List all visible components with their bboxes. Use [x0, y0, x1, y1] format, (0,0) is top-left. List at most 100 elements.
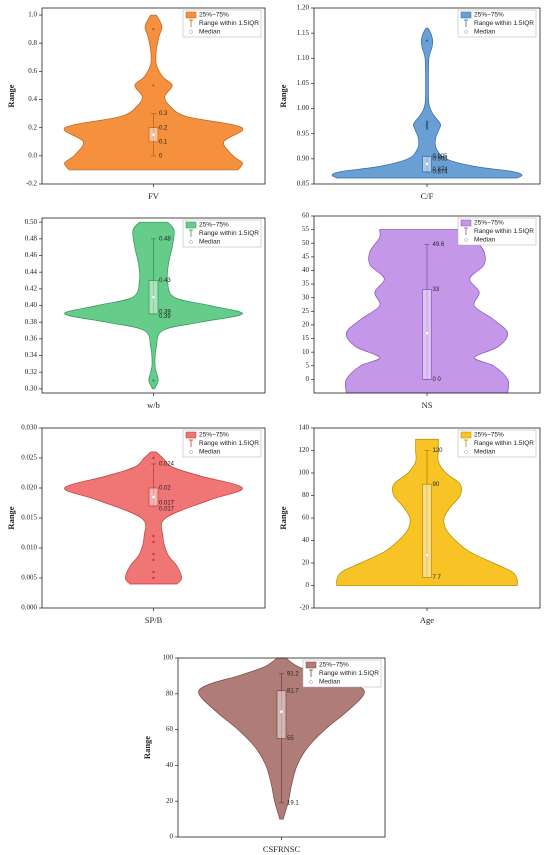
legend-patch	[185, 221, 197, 229]
legend-median	[189, 30, 193, 34]
y-tick-label: 0.020	[21, 484, 37, 492]
y-tick-label: 20	[166, 797, 174, 805]
iqr-box	[422, 483, 432, 578]
y-tick-label: 60	[166, 725, 174, 733]
box-label: 0	[159, 153, 163, 159]
y-tick-label: 0	[306, 581, 310, 589]
y-tick-label: 0.8	[28, 39, 37, 47]
outlier	[152, 84, 155, 87]
x-label: FV	[148, 191, 160, 201]
y-tick-label: 60	[302, 212, 310, 220]
y-tick-label: 0.85	[297, 180, 310, 188]
y-tick-label: 0.6	[28, 67, 37, 75]
outlier	[152, 456, 155, 460]
y-label: Range	[142, 736, 152, 759]
box-label: 0.017	[159, 501, 175, 507]
y-tick-label: 50	[302, 239, 310, 247]
box-label: 90	[433, 482, 440, 488]
x-label: CSFRNSC	[263, 844, 301, 854]
y-tick-label: 15	[302, 334, 310, 342]
median	[425, 162, 429, 166]
panel: -0.2 0.0 0.2 0.4 0.6 0.8 1.0 FV Range 0.3 0.2 0.1 0 2…	[6, 7, 266, 201]
median	[425, 331, 429, 335]
y-tick-label: 0.44	[25, 268, 38, 276]
legend-label: Median	[199, 239, 221, 246]
box-label: 0.2	[159, 125, 168, 131]
legend-label: Median	[319, 679, 341, 686]
legend-patch	[460, 219, 472, 227]
panel: 0.30 0.32 0.34 0.36 0.38 0.40 0.42 0.44 0.46 0.48…	[25, 217, 266, 410]
y-tick-label: 0.32	[25, 368, 38, 376]
x-label: SP/B	[145, 615, 163, 625]
y-tick-label: 40	[166, 761, 174, 769]
panel: 0 20 40 60 80 100 CSFRNSC Range 91.2 81.7 55 19.1 25…	[142, 654, 386, 854]
legend-median	[189, 450, 193, 454]
y-tick-label: 0.36	[25, 334, 38, 342]
outlier	[152, 558, 155, 562]
legend-patch	[460, 431, 472, 439]
violin	[331, 27, 523, 179]
box-label: 0.874	[433, 170, 449, 176]
panel: 0 5 10 15 20 25 30 35 40 45 50 55 60 NS 49.6 33 0 0 25%~7…	[302, 212, 541, 410]
y-tick-label: 1.15	[297, 29, 310, 37]
outlier	[425, 120, 429, 123]
y-tick-label: 0.38	[25, 318, 38, 326]
box-label: 0 0	[433, 377, 442, 383]
y-tick-label: 0.010	[21, 544, 37, 552]
box-label: 0.024	[159, 462, 175, 468]
y-label: Range	[6, 506, 16, 529]
box-label: 0.43	[159, 278, 171, 284]
panel: -20 0 20 40 60 80 100 120 140 Age Range 120 90 7 7 25%…	[278, 424, 541, 625]
legend-patch	[185, 11, 197, 19]
y-tick-label: 0.34	[25, 351, 38, 359]
outlier	[425, 39, 429, 42]
y-tick-label: 0.42	[25, 284, 38, 292]
legend-label: Range within 1.5IQR	[199, 230, 259, 237]
legend-label: Median	[474, 237, 496, 244]
panel: 0.000 0.005 0.010 0.015 0.020 0.025 0.030 SP/B R…	[6, 424, 266, 625]
y-tick-label: 0.46	[25, 251, 38, 259]
legend-label: Range within 1.5IQR	[474, 228, 534, 235]
box-label: 81.7	[287, 688, 299, 694]
legend-label: Median	[474, 449, 496, 456]
y-tick-label: 35	[302, 280, 310, 288]
legend-label: Range within 1.5IQR	[199, 440, 259, 447]
y-tick-label: 45	[302, 252, 310, 260]
y-tick-label: 120	[299, 446, 310, 454]
box-label: 0.1	[159, 139, 168, 145]
y-tick-label: 0.30	[25, 384, 38, 392]
median	[151, 495, 156, 499]
y-tick-label: 0.90	[297, 154, 310, 162]
outlier	[152, 379, 155, 382]
box-label: 0.017	[159, 507, 175, 513]
box-label: 0.3	[159, 111, 168, 117]
outlier	[152, 534, 155, 538]
legend-label: 25%~75%	[199, 222, 229, 229]
outlier	[152, 570, 155, 574]
y-tick-label: 80	[302, 491, 310, 499]
y-label: Range	[6, 84, 16, 107]
legend-median	[309, 680, 313, 684]
legend-label: Range within 1.5IQR	[319, 670, 379, 677]
y-tick-label: 20	[302, 559, 310, 567]
y-tick-label: 30	[302, 293, 310, 301]
legend-label: 25%~75%	[199, 432, 229, 439]
legend-median	[464, 238, 468, 242]
y-tick-label: 1.00	[297, 104, 310, 112]
y-tick-label: 5	[306, 361, 310, 369]
y-tick-label: 60	[302, 514, 310, 522]
box-label: 0.905	[433, 154, 449, 160]
outlier	[152, 540, 155, 544]
y-tick-label: 0.025	[21, 454, 37, 462]
y-tick-label: 0.50	[25, 218, 38, 226]
box-label: 49.6	[433, 242, 445, 248]
y-label: Range	[278, 84, 288, 107]
x-label: Age	[420, 615, 434, 625]
legend-label: Median	[199, 29, 221, 36]
box-label: 0.02	[159, 486, 171, 492]
y-tick-label: 0.40	[25, 301, 38, 309]
panel: 0.85 0.90 0.95 1.00 1.05 1.10 1.15 1.20 C/F Range…	[278, 4, 541, 201]
box-label: 0.39	[159, 310, 171, 316]
x-label: NS	[422, 400, 433, 410]
y-tick-label: 80	[166, 689, 174, 697]
